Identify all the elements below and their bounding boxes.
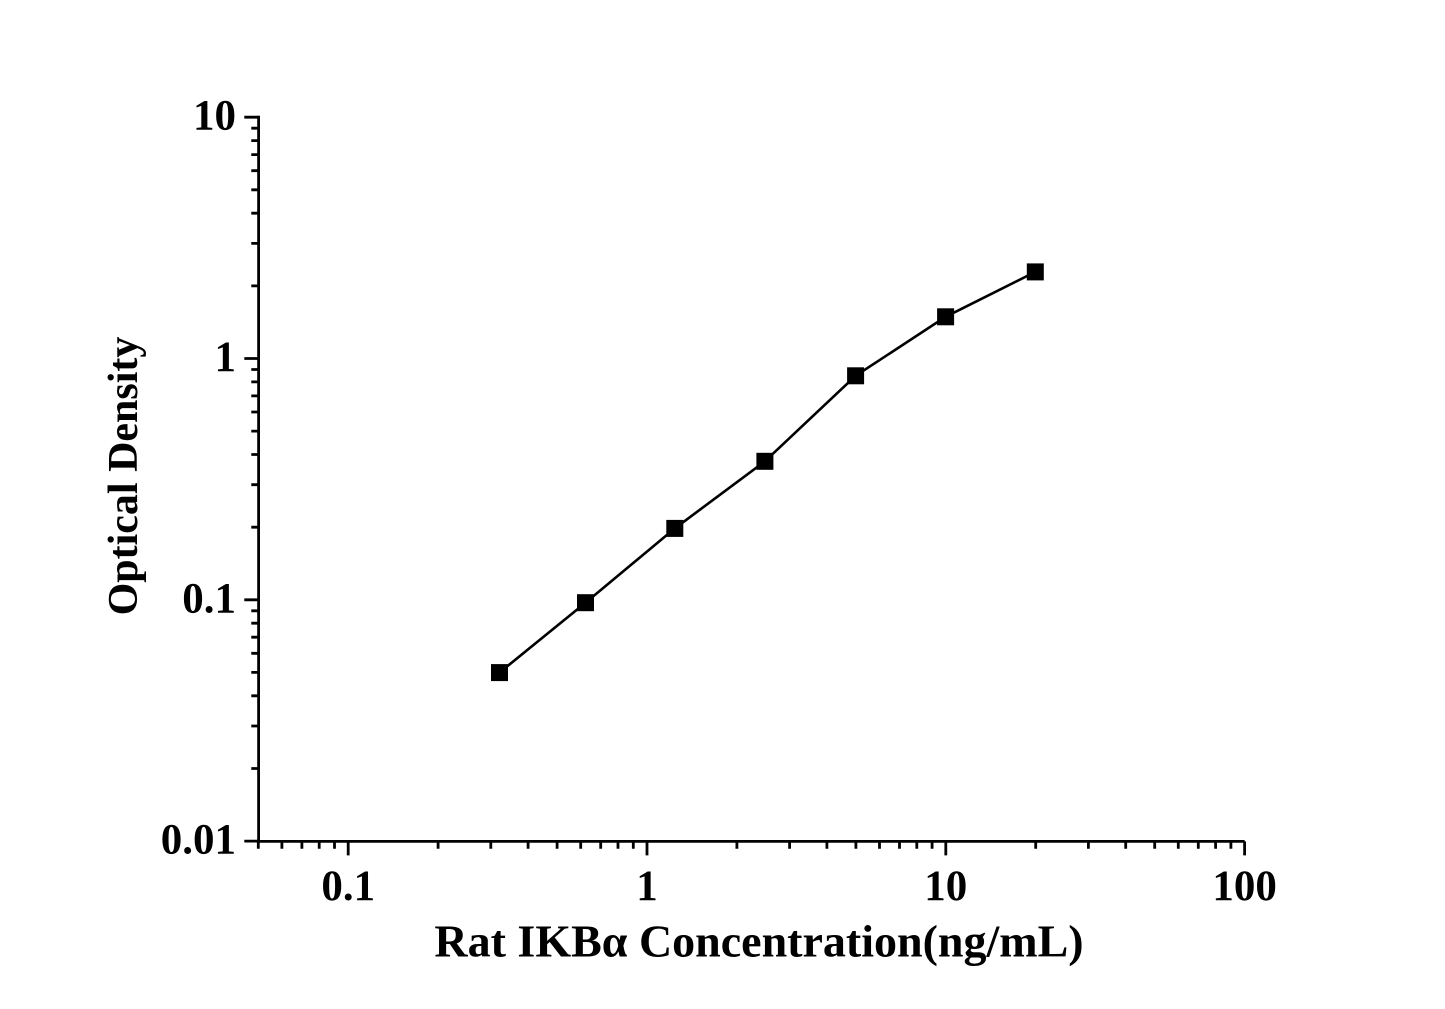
svg-text:0.1: 0.1 xyxy=(321,863,375,910)
svg-text:Rat IKBα Concentration(ng/mL): Rat IKBα Concentration(ng/mL) xyxy=(434,915,1083,966)
svg-text:100: 100 xyxy=(1212,863,1277,910)
svg-text:1: 1 xyxy=(636,863,658,910)
svg-text:10: 10 xyxy=(193,93,236,140)
svg-text:10: 10 xyxy=(924,863,967,910)
svg-text:0.01: 0.01 xyxy=(161,817,236,864)
svg-text:Optical Density: Optical Density xyxy=(101,337,147,616)
svg-text:1: 1 xyxy=(215,334,237,381)
svg-text:0.1: 0.1 xyxy=(182,575,236,622)
